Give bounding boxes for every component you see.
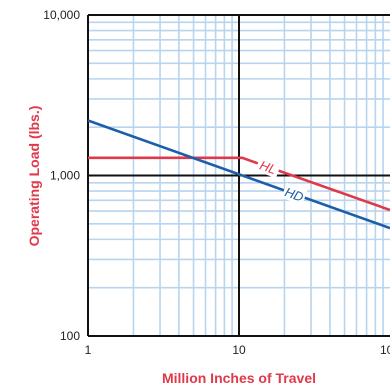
series-label-group-hd: HD — [281, 182, 308, 206]
series-label-background — [281, 182, 308, 206]
x-tick-label: 1 — [85, 343, 92, 357]
y-tick-label: 10,000 — [43, 8, 80, 22]
x-tick-label: 100 — [380, 343, 390, 357]
series-label-hd: HD — [283, 184, 306, 204]
x-axis-title: Million Inches of Travel — [162, 370, 316, 386]
tick-labels: 100 1,000 10,000 1 10 100 — [43, 8, 390, 357]
series-label-group-hl: HL — [255, 155, 282, 179]
series-label-background — [255, 155, 282, 179]
y-tick-label: 100 — [60, 329, 80, 343]
series-line-hl — [88, 156, 390, 212]
series-label-hl: HL — [258, 158, 279, 178]
x-tick-label: 10 — [232, 343, 246, 357]
series-line-hd — [87, 119, 390, 230]
y-axis-title: Operating Load (lbs.) — [26, 106, 42, 247]
y-tick-label: 1,000 — [50, 169, 80, 183]
